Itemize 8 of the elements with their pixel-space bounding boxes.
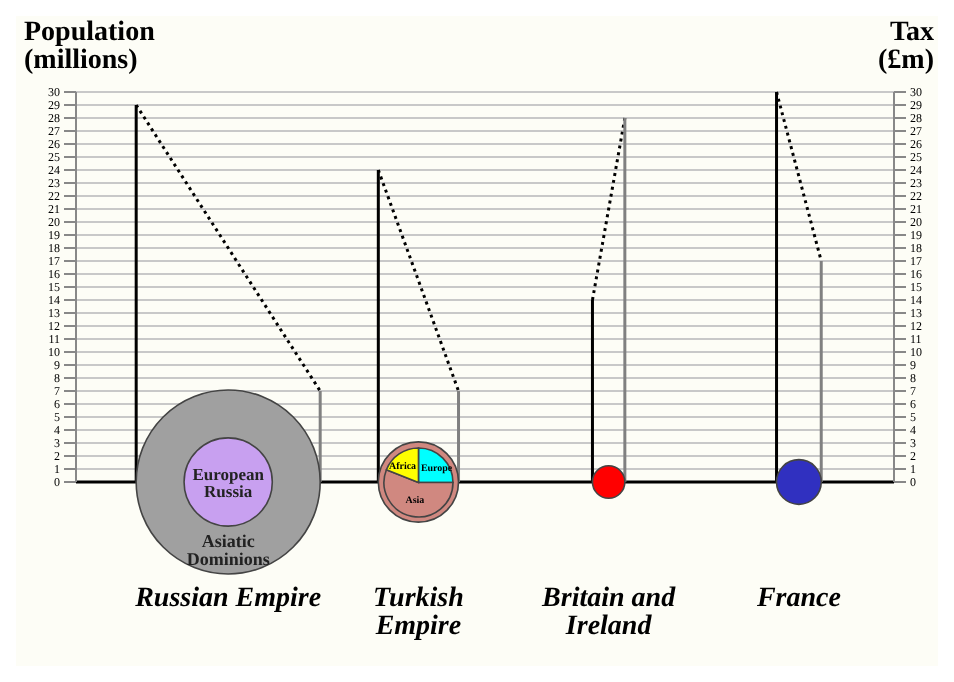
y-axis-title: Population (millions) bbox=[24, 17, 156, 76]
x-tick-label: Turkish Empire bbox=[373, 583, 465, 642]
x-tick-label: Russian Empire bbox=[133, 583, 322, 614]
x-tick-label: Britain and Ireland bbox=[540, 583, 678, 642]
series-label: European Russia bbox=[192, 463, 265, 501]
series-label: Asiatic Dominions bbox=[186, 531, 271, 570]
y2-axis-title: Tax (£m) bbox=[878, 17, 935, 76]
x-tick-label: France bbox=[754, 583, 841, 614]
